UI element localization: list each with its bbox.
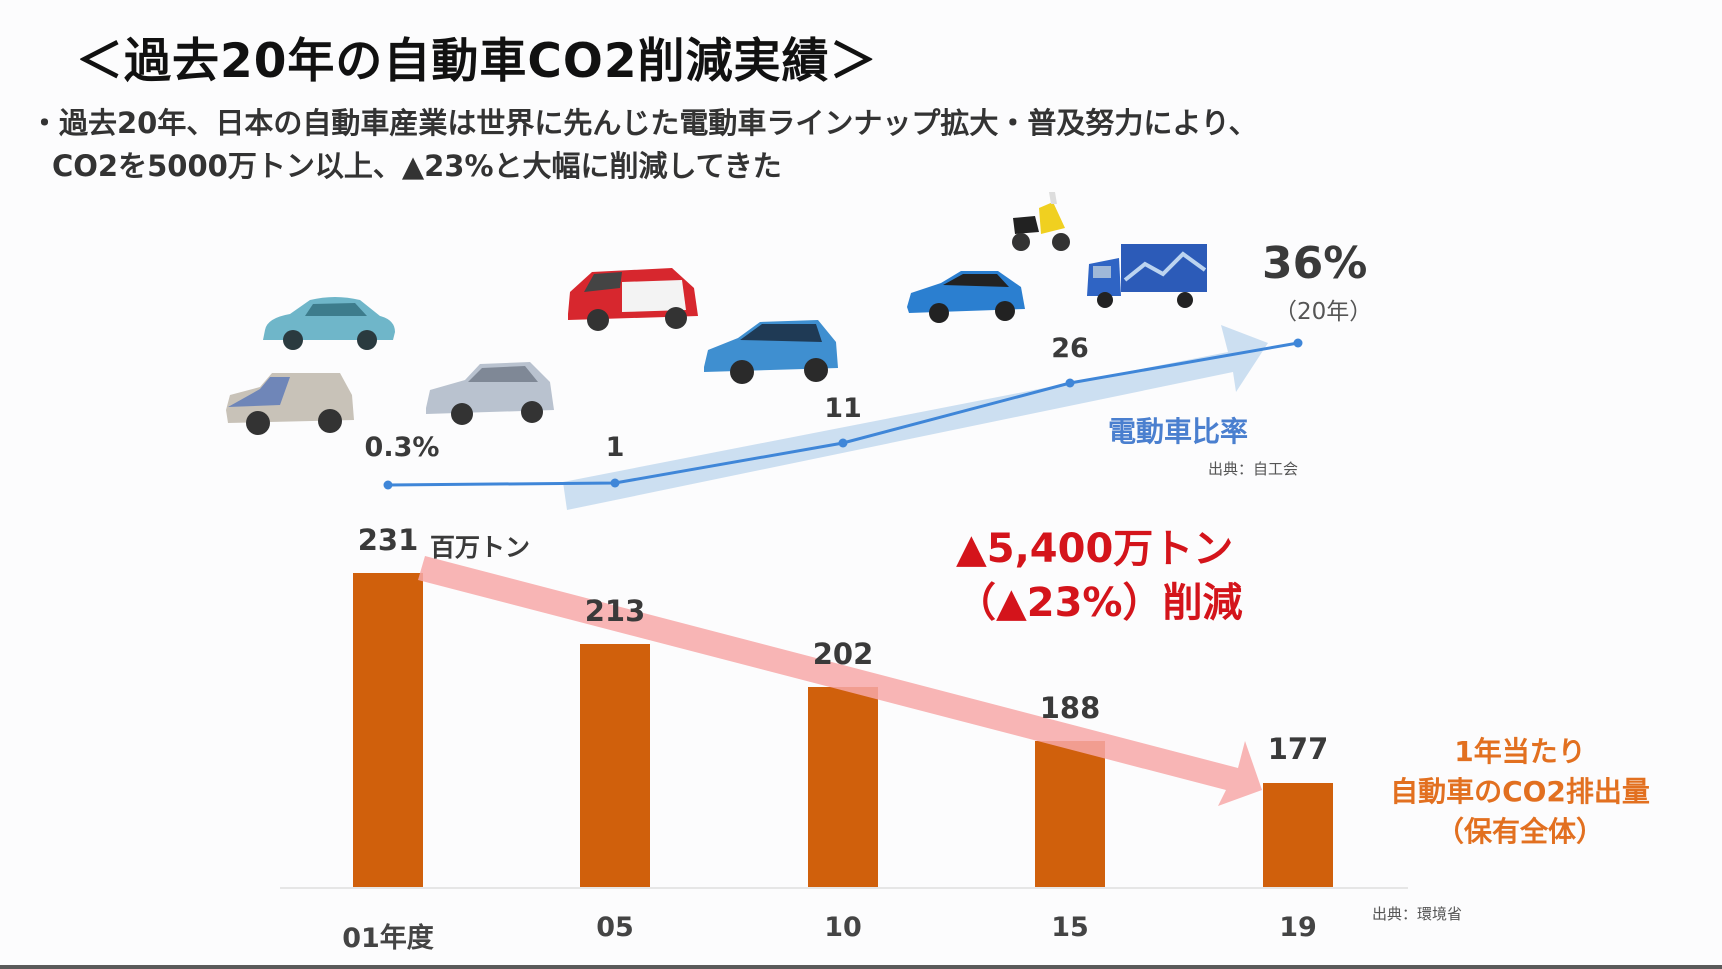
bottom-border: [0, 965, 1722, 969]
bar-value-19: 177: [1267, 732, 1329, 766]
bar-10: [808, 687, 878, 887]
ev-ratio-label-01: 0.3%: [364, 432, 440, 463]
x-label-19: 19: [1279, 912, 1317, 943]
bar-05: [580, 644, 650, 887]
co2-source: 出典：環境省: [1372, 905, 1463, 923]
subtitle-line-2: CO2を5000万トン以上、▲23%と大幅に削減してきた: [52, 149, 782, 183]
ev-ratio-label-10: 11: [824, 393, 862, 424]
car-imiev-icon: [568, 268, 698, 331]
x-label-10: 10: [824, 912, 862, 943]
x-axis-line: [280, 887, 1408, 889]
ev-ratio-label-05: 1: [605, 432, 625, 463]
page-title: ＜過去20年の自動車CO2削減実績＞: [76, 34, 878, 89]
ev-ratio-series-label: 電動車比率: [1108, 415, 1249, 448]
car-mirai-icon: [907, 271, 1025, 323]
x-label-01: 01年度: [342, 923, 434, 954]
x-label-05: 05: [596, 912, 634, 943]
bar-19: [1263, 783, 1333, 887]
scooter-icon: [1012, 192, 1070, 251]
bar-value-05: 213: [584, 594, 646, 628]
legend-line-2: 自動車のCO2排出量: [1390, 775, 1650, 808]
legend-line-3: （保有全体）: [1435, 815, 1604, 848]
ev-ratio-final-value: 36%: [1262, 238, 1368, 289]
ev-trend-arrow: [563, 325, 1268, 510]
reduction-amount: ▲5,400万トン: [956, 526, 1234, 572]
ev-ratio-final-year: （20年）: [1274, 299, 1373, 325]
subtitle-line-1: ・過去20年、日本の自動車産業は世界に先んじた電動車ラインナップ拡大・普及努力に…: [30, 106, 1258, 140]
bar-unit-label: 百万トン: [430, 533, 531, 562]
ev-ratio-source: 出典：自工会: [1208, 460, 1299, 478]
bar-value-15: 188: [1039, 691, 1101, 725]
ev-ratio-label-15: 26: [1051, 333, 1089, 364]
legend-line-1: 1年当たり: [1454, 735, 1586, 768]
truck-icon: [1087, 244, 1207, 308]
co2-series-legend: 1年当たり 自動車のCO2排出量 （保有全体）: [1360, 732, 1680, 852]
reduction-percent: （▲23%）削減: [956, 580, 1243, 626]
bar-value-10: 202: [812, 637, 874, 671]
car-prius-icon: [263, 297, 395, 350]
x-label-15: 15: [1051, 912, 1089, 943]
car-honda-fcx-icon: [426, 362, 554, 425]
bar-value-01: 231: [357, 523, 419, 557]
bar-15: [1035, 741, 1105, 887]
car-rav4-icon: [226, 373, 354, 435]
bar-01: [353, 573, 423, 887]
car-leaf-icon: [704, 320, 838, 384]
